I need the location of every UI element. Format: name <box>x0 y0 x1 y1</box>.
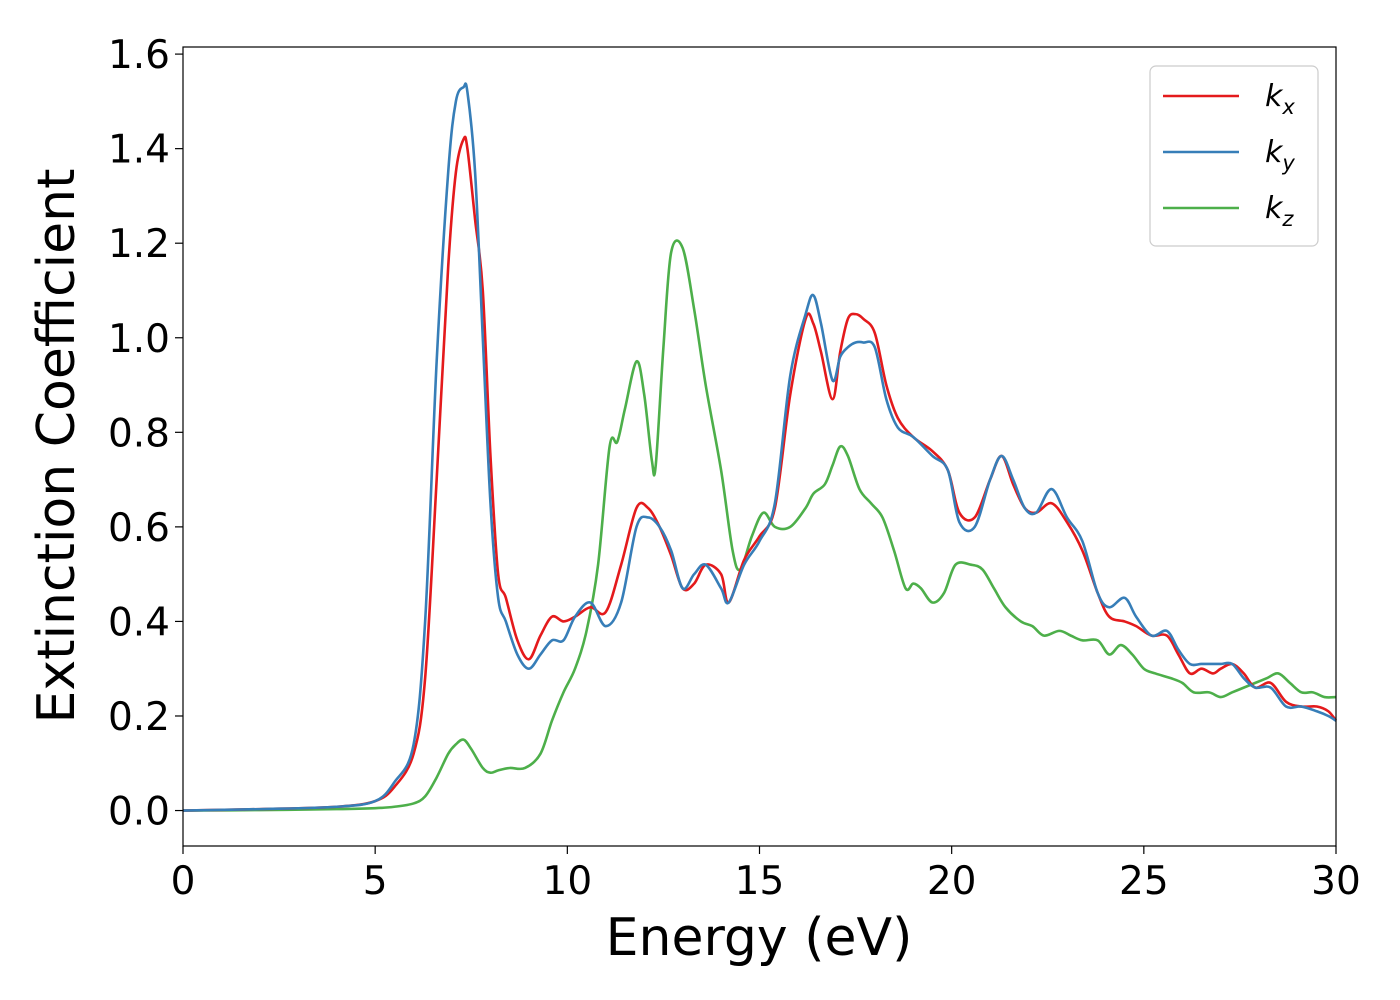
legend-label-y: ky <box>1265 135 1295 175</box>
y-tick-label: 0.6 <box>108 506 170 551</box>
legend-label-x: kx <box>1265 79 1295 119</box>
series-line-y <box>182 82 1337 812</box>
y-tick-label: 1.2 <box>108 222 170 267</box>
y-tick-label: 1.0 <box>108 317 170 362</box>
y-tick-label: 1.4 <box>108 128 170 173</box>
series-line-x <box>182 135 1338 812</box>
x-axis-ticks: 0 5 10 15 20 25 30 <box>171 846 1361 904</box>
legend-label-z: kz <box>1265 191 1294 231</box>
y-tick-label: 0.2 <box>108 695 170 740</box>
x-tick-label: 30 <box>1311 859 1361 904</box>
series-layer <box>182 82 1338 812</box>
x-tick-label: 15 <box>735 859 785 904</box>
x-axis-title: Energy (eV) <box>606 908 913 968</box>
y-tick-label: 0.8 <box>108 411 170 456</box>
x-tick-label: 20 <box>927 859 977 904</box>
x-tick-label: 5 <box>363 859 388 904</box>
legend: kx ky kz <box>1149 65 1319 247</box>
x-tick-label: 10 <box>543 859 593 904</box>
y-tick-label: 0.4 <box>108 600 170 645</box>
series-line-z <box>182 239 1337 812</box>
x-tick-label: 0 <box>171 859 196 904</box>
y-axis-ticks: 0.0 0.2 0.4 0.6 0.8 1.0 1.2 1.4 1.6 <box>108 33 183 835</box>
y-tick-label: 0.0 <box>108 790 170 835</box>
x-tick-label: 25 <box>1119 859 1169 904</box>
y-tick-label: 1.6 <box>108 33 170 78</box>
legend-box <box>1149 65 1319 247</box>
y-axis-title: Extinction Coefficient <box>27 169 87 724</box>
